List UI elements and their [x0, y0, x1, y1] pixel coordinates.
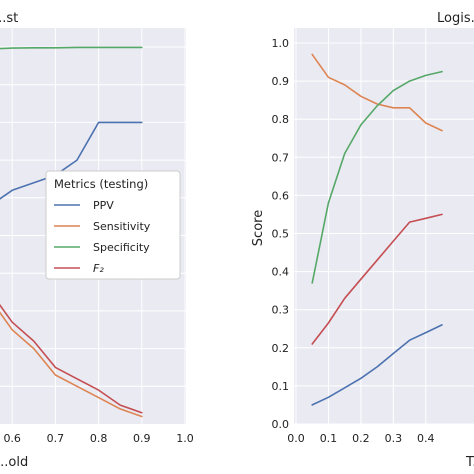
- right-y-axis-label: Score: [251, 210, 266, 246]
- right-x-tick-label: 0.2: [352, 432, 370, 445]
- left-x-tick-label: 0.6: [3, 432, 21, 445]
- right-series-line-specificity: [311, 70, 443, 284]
- right-x-tick-label: 0.4: [417, 432, 435, 445]
- right-chart-title: Logis...: [437, 11, 474, 26]
- right-x-tick-label: 0.3: [385, 432, 403, 445]
- right-series-line-f2: [311, 213, 443, 345]
- right-y-tick-labels: 0.0 0.1 0.2 0.3 0.4 0.5 0.6 0.7 0.8 0.9 1.0: [272, 37, 290, 431]
- right-gridlines: [294, 28, 474, 425]
- right-y-tick-label: 1.0: [272, 37, 290, 50]
- left-x-axis-label: ...old: [0, 455, 28, 470]
- right-y-tick-label: 0.7: [272, 151, 290, 164]
- left-series-line-specificity: [0, 46, 143, 50]
- right-y-tick-label: 0.2: [272, 342, 290, 355]
- right-y-tick-label: 0.4: [272, 266, 290, 279]
- right-x-tick-label: 0.0: [287, 432, 305, 445]
- left-x-tick-label: 0.8: [90, 432, 108, 445]
- legend-label-sensitivity: Sensitivity: [93, 220, 151, 233]
- left-series-line-f2: [0, 303, 143, 414]
- right-x-tick-label: 0.1: [320, 432, 338, 445]
- right-series-line-sensitivity: [311, 53, 443, 132]
- left-x-tick-label: 0.7: [47, 432, 65, 445]
- left-x-tick-label: 1.0: [176, 432, 194, 445]
- legend: Metrics (testing) PPV Sensitivity Specif…: [45, 170, 181, 280]
- left-chart-title: ...st: [0, 11, 18, 26]
- legend-box: [45, 170, 181, 280]
- legend-label-specificity: Specificity: [93, 241, 150, 254]
- left-x-tick-label: 0.9: [133, 432, 151, 445]
- right-series-line-ppv: [311, 324, 443, 406]
- right-x-axis-label: T...: [465, 455, 474, 470]
- right-y-tick-label: 0.8: [272, 113, 290, 126]
- right-series-group: [311, 53, 443, 406]
- right-y-tick-label: 0.5: [272, 228, 290, 241]
- right-y-tick-label: 0.0: [272, 418, 290, 431]
- left-panel: 0.6 0.7 0.8 0.9 1.0 ...st ...old Metrics (te…: [0, 11, 194, 470]
- left-x-tick-labels: 0.6 0.7 0.8 0.9 1.0: [3, 432, 193, 445]
- right-y-tick-label: 0.1: [272, 380, 290, 393]
- legend-title: Metrics (testing): [54, 177, 148, 191]
- right-y-tick-label: 0.9: [272, 75, 290, 88]
- right-y-tick-label: 0.6: [272, 189, 290, 202]
- legend-label-ppv: PPV: [93, 199, 114, 212]
- right-plot-area: [294, 28, 474, 424]
- left-series-line-sensitivity: [0, 311, 143, 418]
- right-y-tick-label: 0.3: [272, 304, 290, 317]
- right-x-tick-labels: 0.0 0.1 0.2 0.3 0.4: [287, 432, 434, 445]
- right-panel: 0.0 0.1 0.2 0.3 0.4 0.0 0.1 0.2 0.3 0.4 0.5 0.6 0.7…: [251, 11, 474, 470]
- legend-label-f2: F₂: [93, 262, 104, 275]
